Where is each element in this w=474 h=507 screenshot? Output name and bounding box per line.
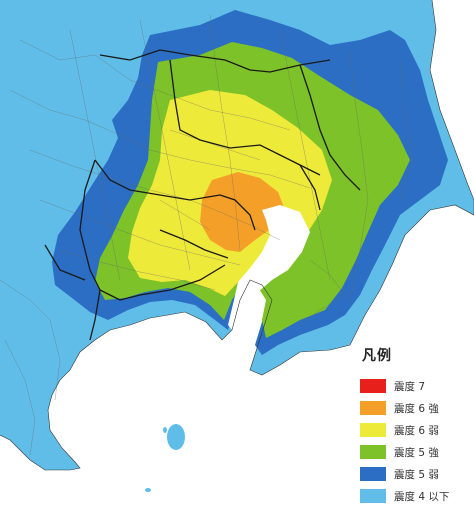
island-oshima	[167, 424, 185, 450]
municipal-boundaries	[0, 14, 413, 456]
island-small-a	[163, 427, 167, 433]
legend: 凡例 震度 7 震度 6 強 震度 6 弱 震度 5 強 震度 5 弱 震度 4…	[360, 345, 470, 507]
legend-item-intensity-5-strong: 震度 5 強	[360, 441, 470, 463]
legend-item-intensity-5-weak: 震度 5 弱	[360, 463, 470, 485]
tokyo-bay	[228, 205, 310, 330]
legend-swatch	[360, 489, 386, 503]
legend-swatch	[360, 445, 386, 459]
legend-label: 震度 5 強	[394, 446, 439, 459]
legend-label: 震度 6 弱	[394, 424, 439, 437]
legend-swatch	[360, 379, 386, 393]
legend-item-intensity-6-weak: 震度 6 弱	[360, 419, 470, 441]
legend-swatch	[360, 401, 386, 415]
legend-swatch	[360, 423, 386, 437]
legend-title: 凡例	[362, 348, 392, 364]
legend-item-intensity-6-strong: 震度 6 強	[360, 397, 470, 419]
prefecture-boundaries	[44, 49, 361, 341]
legend-item-intensity-7: 震度 7	[360, 375, 470, 397]
island-small-b	[145, 488, 151, 492]
legend-label: 震度 7	[394, 380, 426, 393]
legend-item-intensity-4-or-less: 震度 4 以下	[360, 485, 470, 507]
legend-label: 震度 6 強	[394, 402, 439, 415]
legend-label: 震度 5 弱	[394, 468, 439, 481]
legend-swatch	[360, 467, 386, 481]
legend-label: 震度 4 以下	[394, 490, 450, 503]
coastline	[0, 0, 474, 471]
